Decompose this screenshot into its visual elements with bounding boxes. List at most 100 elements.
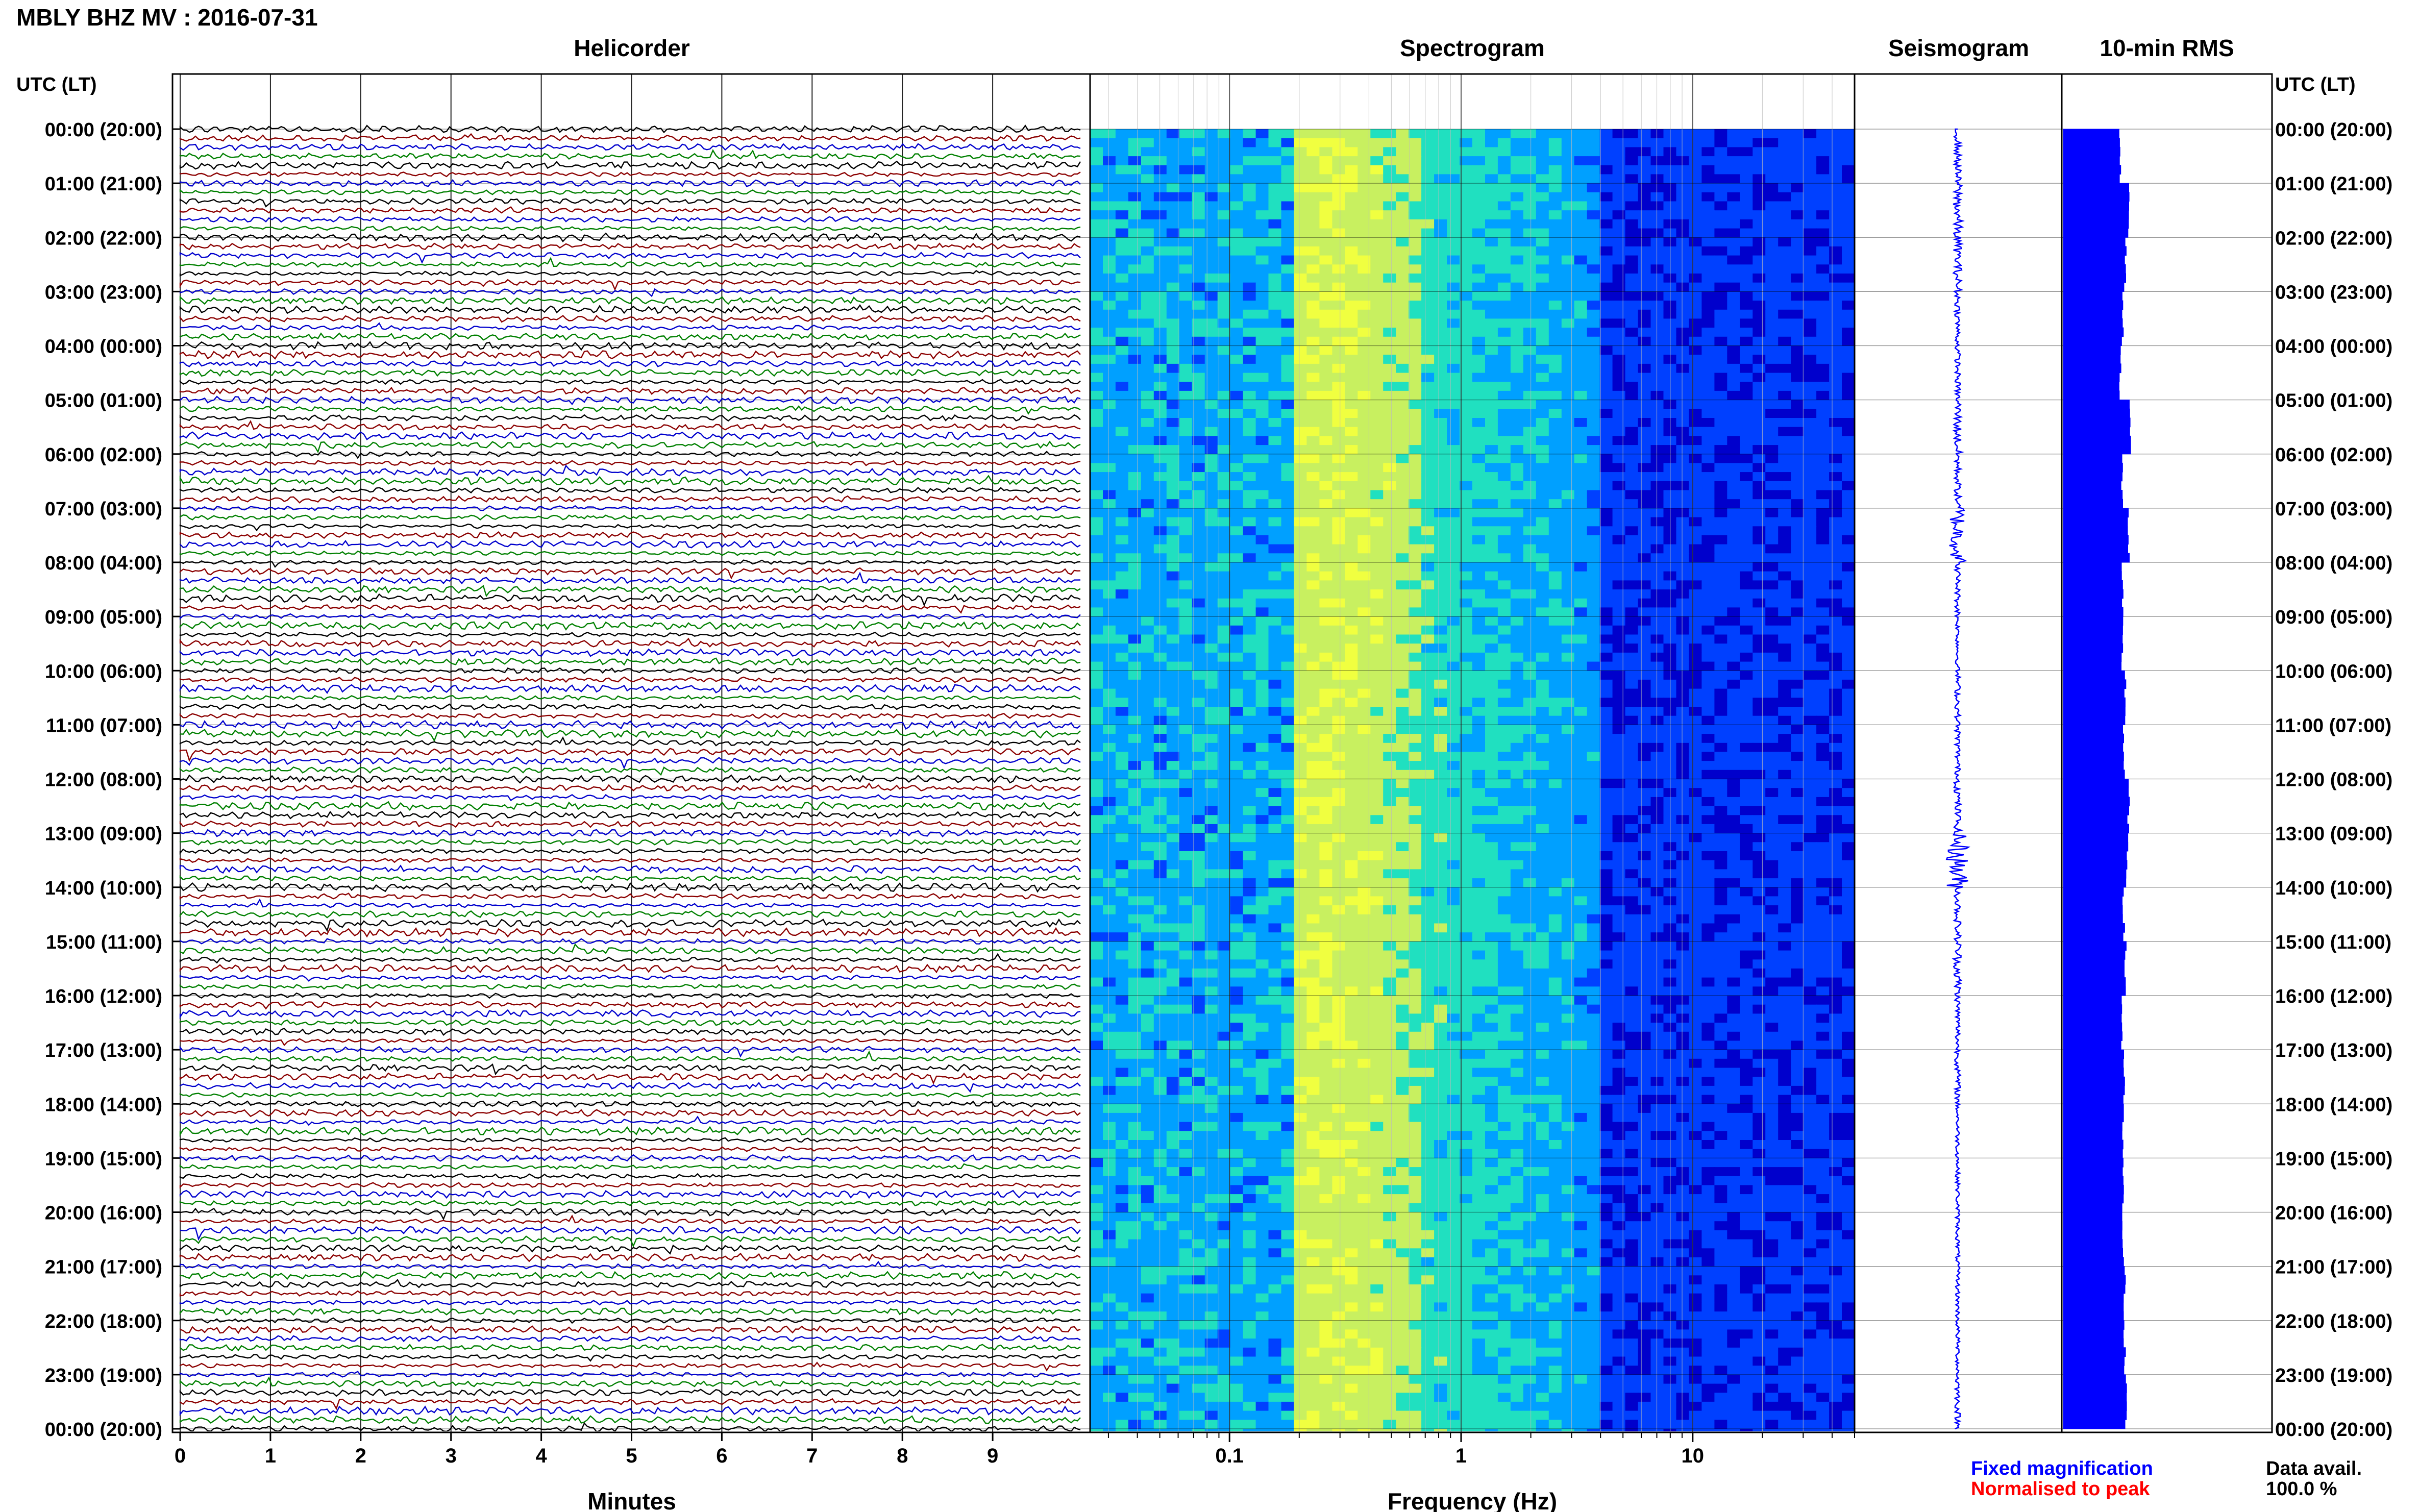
spectrogram-cell	[1676, 643, 1690, 653]
spectrogram-cell	[1409, 851, 1422, 861]
spectrogram-cell	[1103, 643, 1116, 653]
spectrogram-cell	[1650, 481, 1664, 491]
spectrogram-cell	[1255, 237, 1269, 247]
spectrogram-cell	[1204, 400, 1218, 409]
spectrogram-cell	[1778, 400, 1791, 409]
spectrogram-cell	[1255, 580, 1269, 590]
spectrogram-cell	[1612, 382, 1626, 391]
spectrogram-cell	[1370, 652, 1384, 662]
spectrogram-cell	[1561, 643, 1575, 653]
spectrogram-cell	[1345, 508, 1359, 518]
spectrogram-cell	[1255, 409, 1269, 418]
spectrogram-cell	[1204, 274, 1218, 283]
spectrogram-cell	[1383, 508, 1396, 518]
spectrogram-cell	[1689, 156, 1702, 166]
spectrogram-cell	[1791, 363, 1804, 374]
spectrogram-cell	[1561, 436, 1575, 445]
spectrogram-cell	[1752, 418, 1766, 428]
spectrogram-cell	[1765, 625, 1779, 635]
spectrogram-cell	[1421, 869, 1435, 879]
spectrogram-cell	[1230, 345, 1244, 355]
spectrogram-cell	[1447, 869, 1460, 879]
spectrogram-cell	[1727, 274, 1741, 283]
spectrogram-cell	[1179, 183, 1193, 193]
spectrogram-cell	[1115, 463, 1129, 473]
spectrogram-cell	[1141, 463, 1154, 473]
spectrogram-cell	[1128, 616, 1142, 626]
spectrogram-cell	[1421, 192, 1435, 202]
spectrogram-cell	[1268, 147, 1282, 157]
spectrogram-cell	[1829, 390, 1842, 401]
spectrogram-cell	[1396, 616, 1409, 626]
spectrogram-cell	[1561, 517, 1575, 527]
spectrogram-cell	[1599, 174, 1613, 184]
spectrogram-cell	[1141, 382, 1154, 391]
spectrogram-cell	[1638, 174, 1651, 184]
spectrogram-cell	[1204, 246, 1218, 256]
spectrogram-cell	[1357, 679, 1371, 689]
spectrogram-cell	[1103, 309, 1116, 319]
spectrogram-cell	[1217, 770, 1231, 780]
spectrogram-cell	[1319, 661, 1333, 671]
spectrogram-cell	[1332, 842, 1346, 852]
spectrogram-cell	[1281, 219, 1295, 229]
spectrogram-cell	[1243, 707, 1256, 716]
spectrogram-cell	[1115, 400, 1129, 409]
spectrogram-cell	[1676, 752, 1690, 761]
spectrogram-cell	[1447, 174, 1460, 184]
spectrogram-cell	[1230, 661, 1244, 671]
spectrogram-cell	[1179, 598, 1193, 608]
spectrogram-cell	[1204, 761, 1218, 771]
spectrogram-cell	[1778, 301, 1791, 310]
spectrogram-cell	[1357, 698, 1371, 707]
spectrogram-cell	[1472, 607, 1486, 617]
spectrogram-cell	[1842, 860, 1855, 870]
spectrogram-cell	[1548, 661, 1562, 671]
spectrogram-cell	[1548, 752, 1562, 761]
spectrogram-cell	[1574, 860, 1588, 870]
spectrogram-cell	[1396, 472, 1409, 482]
spectrogram-cell	[1192, 418, 1205, 428]
spectrogram-cell	[1409, 400, 1422, 409]
spectrogram-cell	[1332, 815, 1346, 825]
spectrogram-cell	[1396, 400, 1409, 409]
spectrogram-cell	[1268, 499, 1282, 509]
spectrogram-cell	[1587, 400, 1600, 409]
spectrogram-cell	[1587, 860, 1600, 870]
spectrogram-cell	[1714, 463, 1728, 473]
spectrogram-cell	[1701, 219, 1715, 229]
spectrogram-cell	[1141, 336, 1154, 346]
spectrogram-cell	[1281, 562, 1295, 572]
spectrogram-cell	[1179, 860, 1193, 870]
spectrogram-cell	[1650, 598, 1664, 608]
spectrogram-cell	[1599, 274, 1613, 283]
spectrogram-cell	[1523, 264, 1537, 274]
spectrogram-cell	[1447, 382, 1460, 391]
spectrogram-cell	[1255, 824, 1269, 834]
spectrogram-cell	[1141, 580, 1154, 590]
spectrogram-cell	[1090, 779, 1103, 788]
spectrogram-cell	[1243, 210, 1256, 220]
spectrogram-cell	[1357, 616, 1371, 626]
spectrogram-cell	[1153, 616, 1167, 626]
spectrogram-cell	[1472, 264, 1486, 274]
spectrogram-cell	[1727, 851, 1741, 861]
spectrogram-cell	[1536, 255, 1549, 265]
spectrogram-cell	[1294, 264, 1307, 274]
spectrogram-cell	[1829, 255, 1842, 265]
spectrogram-cell	[1370, 508, 1384, 518]
spectrogram-cell	[1192, 562, 1205, 572]
spectrogram-cell	[1153, 445, 1167, 455]
spectrogram-cell	[1281, 201, 1295, 211]
spectrogram-cell	[1472, 761, 1486, 771]
spectrogram-cell	[1460, 869, 1473, 879]
spectrogram-cell	[1103, 571, 1116, 581]
spectrogram-cell	[1409, 282, 1422, 292]
spectrogram-cell	[1740, 183, 1754, 193]
spectrogram-cell	[1510, 788, 1524, 798]
spectrogram-cell	[1791, 698, 1804, 707]
spectrogram-cell	[1816, 851, 1830, 861]
spectrogram-cell	[1842, 770, 1855, 780]
spectrogram-cell	[1791, 409, 1804, 418]
spectrogram-cell	[1281, 607, 1295, 617]
